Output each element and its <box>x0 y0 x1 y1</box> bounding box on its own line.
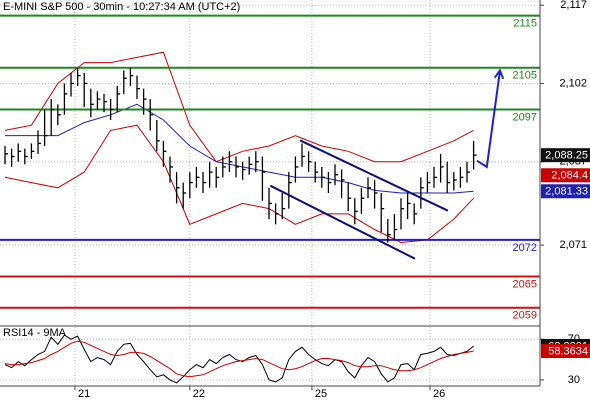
trend-channel <box>299 139 449 212</box>
plot-layer: 21 22 25 26 2115 2105 2097 2072 2065 2059 <box>0 0 540 400</box>
level-label: 2065 <box>513 278 537 290</box>
band-lower <box>4 124 474 244</box>
y-tick-label: 2,071 <box>559 239 587 251</box>
price-tag <box>541 184 590 199</box>
level-label: 2059 <box>513 310 537 322</box>
level-label: 2097 <box>513 111 537 123</box>
x-tick-label: 21 <box>78 388 90 400</box>
price-tag <box>541 148 590 163</box>
y-tick-label: 2,117 <box>560 0 587 11</box>
rsi-line <box>4 340 474 378</box>
x-tick-label: 26 <box>433 388 445 400</box>
level-label: 2105 <box>513 70 537 82</box>
price-tag-label: 2,081.33 <box>545 186 588 198</box>
level-label: 2072 <box>513 242 537 254</box>
price-tag-label: 58.3634 <box>548 345 588 357</box>
rsi-title: RSI14 - 9MA <box>3 327 67 339</box>
price-tag-label: 2,088.25 <box>545 150 588 162</box>
level-label: 2115 <box>513 18 537 30</box>
trend-channel <box>269 184 416 260</box>
x-tick-label: 25 <box>315 388 327 400</box>
y-tick-label: 2,102 <box>559 77 587 89</box>
band-upper <box>4 51 474 163</box>
price-tag <box>541 168 590 183</box>
price-tag-label: 2,084.4 <box>551 170 588 182</box>
forecast-arrow <box>476 70 501 169</box>
price-tag <box>541 344 590 359</box>
arrow-head <box>493 68 505 80</box>
x-tick-label: 22 <box>193 388 205 400</box>
y-tick-label: 30 <box>568 374 580 386</box>
chart-title: E-MINI S&P 500 - 30min - 10:27:34 AM (UT… <box>3 1 240 13</box>
